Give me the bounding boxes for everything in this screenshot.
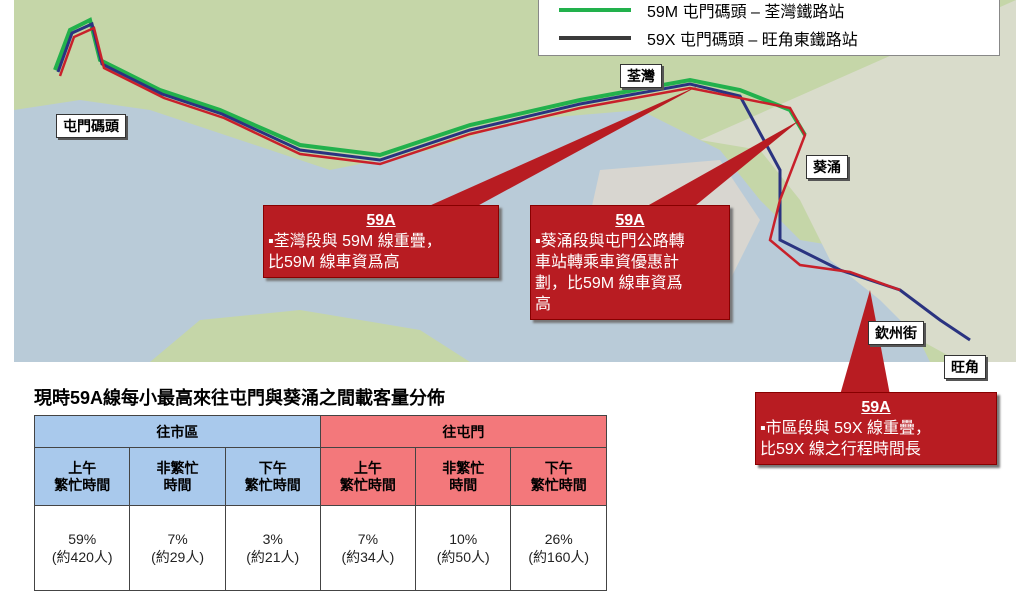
cell-line: 59% bbox=[68, 531, 97, 547]
header-line: 時間 bbox=[163, 476, 192, 493]
column-header: 上午 繁忙時間 bbox=[33, 447, 131, 506]
callout-pointer bbox=[840, 290, 890, 395]
header-line: 時間 bbox=[449, 476, 478, 493]
callout-line: ▪荃灣段與 59M 線重疊， bbox=[268, 233, 442, 250]
cell-line: 26% bbox=[544, 531, 573, 547]
island bbox=[150, 310, 470, 362]
callout: 59A ▪葵涌段與屯門公路轉 車站轉乘車資優惠計 劃，比59M 線車資爲高 bbox=[530, 205, 730, 320]
cell-line: 3% bbox=[262, 531, 283, 547]
table-title: 現時59A線每小最高來往屯門與葵涌之間載客量分佈 bbox=[34, 388, 446, 408]
map bbox=[14, 0, 1016, 362]
cell-line: (約420人) bbox=[51, 549, 113, 565]
place-label: 荃灣 bbox=[620, 64, 662, 88]
callout-line: 比59X 線之行程時間長 bbox=[760, 441, 921, 458]
legend-swatch bbox=[559, 36, 631, 40]
data-cell: 7% (約34人) bbox=[319, 505, 416, 591]
callout-pointer bbox=[640, 120, 800, 210]
callout-line: 比59M 線車資爲高 bbox=[268, 254, 400, 271]
data-cell: 7% (約29人) bbox=[129, 505, 226, 591]
cell-line: (約21人) bbox=[246, 549, 300, 565]
header-row: 上午 繁忙時間 非繁忙 時間 下午 繁忙時間 上午 繁忙時間 非繁忙 時間 下午 繁忙時間 bbox=[33, 447, 607, 506]
group-header: 往屯門 bbox=[319, 415, 608, 448]
cell-line: 10% bbox=[449, 531, 478, 547]
route-59a bbox=[58, 26, 901, 292]
callout: 59A ▪市區段與 59X 線重疊， 比59X 線之行程時間長 bbox=[755, 392, 997, 465]
header-line: 非繁忙 bbox=[156, 459, 199, 476]
header-line: 上午 bbox=[68, 459, 97, 476]
legend-swatch bbox=[559, 8, 631, 12]
data-cell: 10% (約50人) bbox=[414, 505, 512, 591]
legend-label: 59M 屯門碼頭 – 荃灣鐵路站 bbox=[647, 4, 845, 21]
place-label: 旺角 bbox=[944, 355, 986, 379]
callout-line: ▪市區段與 59X 線重疊， bbox=[760, 420, 932, 437]
group-row: 往市區 往屯門 bbox=[34, 415, 608, 448]
header-line: 繁忙時間 bbox=[244, 476, 301, 493]
callout-title: 59A bbox=[615, 212, 645, 229]
column-header: 下午 繁忙時間 bbox=[224, 447, 321, 506]
cell-line: (約160人) bbox=[528, 549, 590, 565]
cell-line: 7% bbox=[167, 531, 188, 547]
cell-line: (約29人) bbox=[151, 549, 204, 565]
cell-line: (約34人) bbox=[341, 549, 395, 565]
callout: 59A ▪荃灣段與 59M 線重疊， 比59M 線車資爲高 bbox=[263, 205, 499, 278]
data-cell: 59% (約420人) bbox=[33, 505, 131, 591]
data-cell: 3% (約21人) bbox=[224, 505, 321, 591]
data-cell: 26% (約160人) bbox=[510, 505, 607, 591]
header-line: 上午 bbox=[353, 459, 382, 476]
header-line: 非繁忙 bbox=[442, 459, 485, 476]
header-line: 繁忙時間 bbox=[54, 476, 111, 493]
legend-label: 59X 屯門碼頭 – 旺角東鐵路站 bbox=[647, 32, 858, 49]
callout-title: 59A bbox=[861, 399, 891, 416]
callout-line: ▪葵涌段與屯門公路轉 bbox=[535, 233, 685, 250]
callout-title: 59A bbox=[366, 212, 396, 229]
column-header: 下午 繁忙時間 bbox=[510, 447, 607, 506]
legend-entry: 59X 屯門碼頭 – 旺角東鐵路站 bbox=[559, 25, 858, 51]
header-line: 下午 bbox=[258, 459, 287, 476]
column-header: 非繁忙 時間 bbox=[129, 447, 226, 506]
table: 往市區 往屯門 上午 繁忙時間 非繁忙 時間 下午 繁忙時間 上午 繁忙時間 非繁忙 時間 下午 繁忙時間… bbox=[33, 415, 608, 591]
column-header: 上午 繁忙時間 bbox=[319, 447, 416, 506]
legend: 59M 屯門碼頭 – 荃灣鐵路站 59X 屯門碼頭 – 旺角東鐵路站 bbox=[538, 0, 1000, 56]
callout-line: 劃，比59M 線車資爲 bbox=[535, 275, 683, 292]
header-line: 繁忙時間 bbox=[339, 476, 396, 493]
callout-pointer bbox=[420, 85, 700, 210]
place-label: 葵涌 bbox=[806, 155, 848, 179]
header-line: 下午 bbox=[544, 459, 573, 476]
group-header: 往市區 bbox=[34, 415, 321, 448]
place-label: 屯門碼頭 bbox=[56, 114, 126, 138]
callout-line: 高 bbox=[535, 296, 552, 313]
land bbox=[14, 0, 1016, 362]
callout-pointer-3 bbox=[840, 290, 890, 395]
place-label: 欽州街 bbox=[868, 321, 924, 345]
column-header: 非繁忙 時間 bbox=[414, 447, 512, 506]
cell-line: 7% bbox=[357, 531, 379, 547]
callout-line: 車站轉乘車資優惠計 bbox=[535, 254, 680, 271]
data-row: 59% (約420人) 7% (約29人) 3% (約21人) 7% (約34人) 10% (約5… bbox=[33, 505, 607, 591]
cell-line: (約50人) bbox=[436, 549, 490, 565]
urban bbox=[700, 0, 1016, 362]
header-line: 繁忙時間 bbox=[530, 476, 587, 493]
legend-entry: 59M 屯門碼頭 – 荃灣鐵路站 bbox=[559, 0, 844, 23]
